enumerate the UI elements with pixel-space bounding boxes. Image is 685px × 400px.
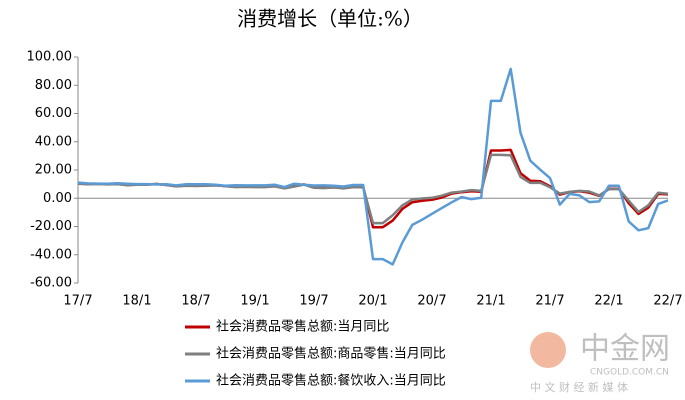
x-tick-label: 19/1: [240, 294, 269, 309]
x-tick-label: 21/1: [476, 294, 505, 309]
y-tick-label: 20.00: [35, 163, 72, 178]
watermark-slogan: 中 文 财 经 新 媒 体: [530, 380, 628, 394]
series-line: [77, 67, 669, 266]
legend-label: 社会消费品零售总额:商品零售:当月同比: [216, 346, 446, 362]
y-tick-label: 80.00: [35, 78, 72, 93]
chart-title: 消费增长（单位:%）: [237, 7, 423, 31]
y-tick-label: -40.00: [30, 247, 72, 262]
series-line: [77, 153, 669, 225]
watermark: 中金网 CNGOLD.COM.CN 中 文 财 经 新 媒 体: [530, 332, 670, 394]
x-tick-label: 19/7: [299, 294, 328, 309]
x-tick-label: 20/1: [358, 294, 387, 309]
y-tick-label: 40.00: [35, 134, 72, 149]
x-tick-label: 22/7: [653, 294, 682, 309]
watermark-logo: [530, 332, 566, 368]
legend-label: 社会消费品零售总额:餐饮收入:当月同比: [216, 373, 446, 389]
legend-label: 社会消费品零售总额:当月同比: [216, 319, 389, 335]
y-tick-label: 100.00: [27, 50, 73, 65]
y-tick-label: -60.00: [30, 276, 72, 291]
x-tick-label: 20/7: [417, 294, 446, 309]
x-tick-label: 22/1: [594, 294, 623, 309]
y-tick-label: -20.00: [30, 219, 72, 234]
x-tick-label: 21/7: [535, 294, 564, 309]
x-tick-label: 18/1: [122, 294, 151, 309]
y-tick-label: 60.00: [35, 106, 72, 121]
x-tick-label: 18/7: [181, 294, 210, 309]
watermark-brand: 中金网: [580, 332, 670, 367]
y-tick-label: 0.00: [43, 191, 72, 206]
watermark-domain: CNGOLD.COM.CN: [590, 368, 669, 378]
series-line: [77, 148, 669, 229]
x-tick-label: 17/7: [63, 294, 92, 309]
